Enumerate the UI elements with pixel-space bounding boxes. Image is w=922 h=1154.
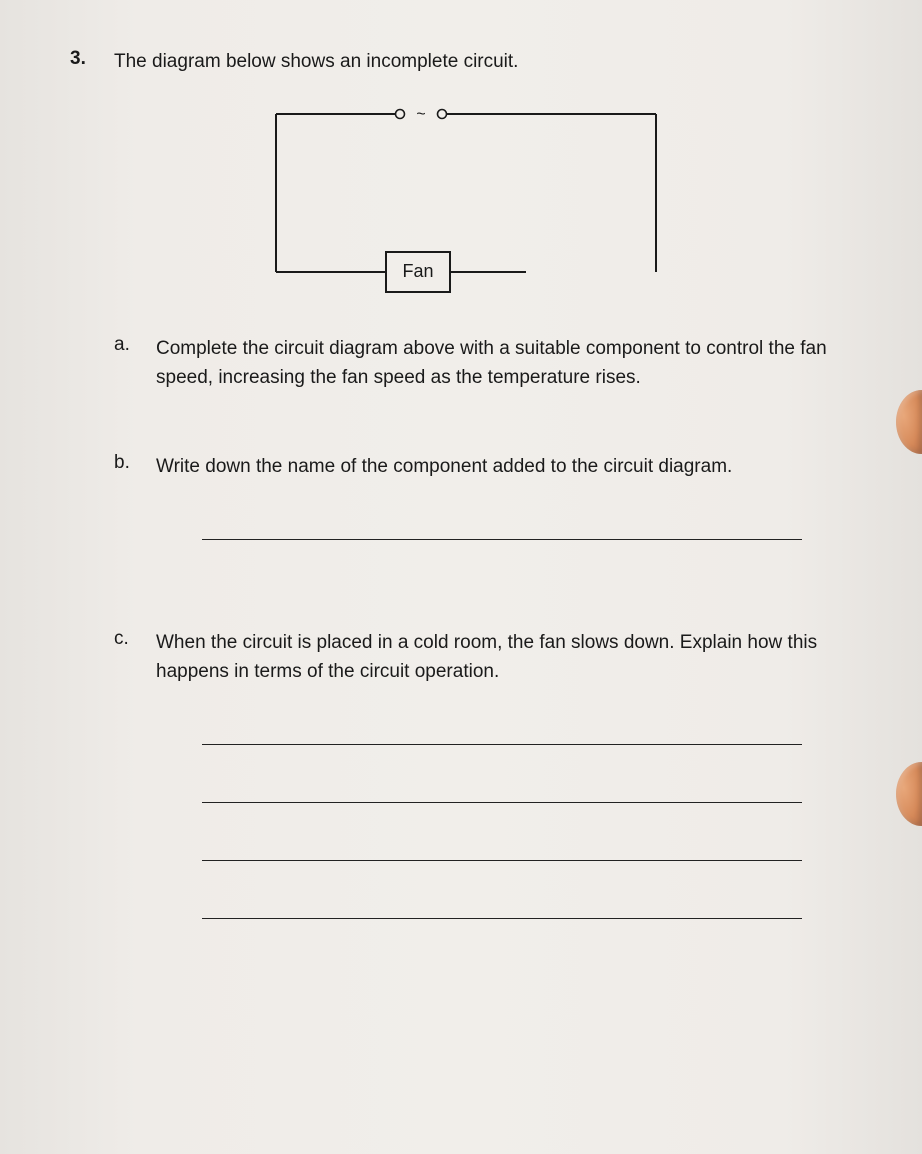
part-a-row: a. Complete the circuit diagram above wi… (114, 334, 862, 393)
part-a-letter: a. (114, 334, 138, 393)
circuit-diagram-container: ~ Fan (70, 104, 862, 294)
ac-terminal-left-icon (396, 109, 405, 118)
spacer (70, 588, 862, 616)
circuit-diagram: ~ Fan (266, 104, 666, 294)
question-prompt: The diagram below shows an incomplete ci… (114, 48, 862, 76)
part-c-text: When the circuit is placed in a cold roo… (156, 628, 862, 687)
answer-line[interactable] (202, 763, 802, 803)
question-number: 3. (70, 48, 96, 76)
fan-label: Fan (402, 261, 433, 281)
question-row: 3. The diagram below shows an incomplete… (70, 48, 862, 76)
finger-edge-icon (896, 762, 922, 826)
part-a-text: Complete the circuit diagram above with … (156, 334, 862, 393)
part-c-letter: c. (114, 628, 138, 687)
answer-line[interactable] (202, 879, 802, 919)
part-c-row: c. When the circuit is placed in a cold … (114, 628, 862, 687)
part-b-letter: b. (114, 452, 138, 481)
part-b-text: Write down the name of the component add… (156, 452, 862, 481)
spacer (70, 392, 862, 440)
answer-line[interactable] (202, 705, 802, 745)
spacer (70, 540, 862, 588)
answer-line[interactable] (202, 500, 802, 540)
answer-line[interactable] (202, 821, 802, 861)
part-b-answer-area (202, 500, 802, 540)
part-b-row: b. Write down the name of the component … (114, 452, 862, 481)
ac-terminal-right-icon (438, 109, 447, 118)
part-c-answer-area (202, 705, 802, 919)
circuit-svg: ~ Fan (266, 104, 666, 304)
worksheet-page: 3. The diagram below shows an incomplete… (0, 0, 922, 1154)
ac-tilde-icon: ~ (416, 106, 425, 123)
finger-edge-icon (896, 390, 922, 454)
